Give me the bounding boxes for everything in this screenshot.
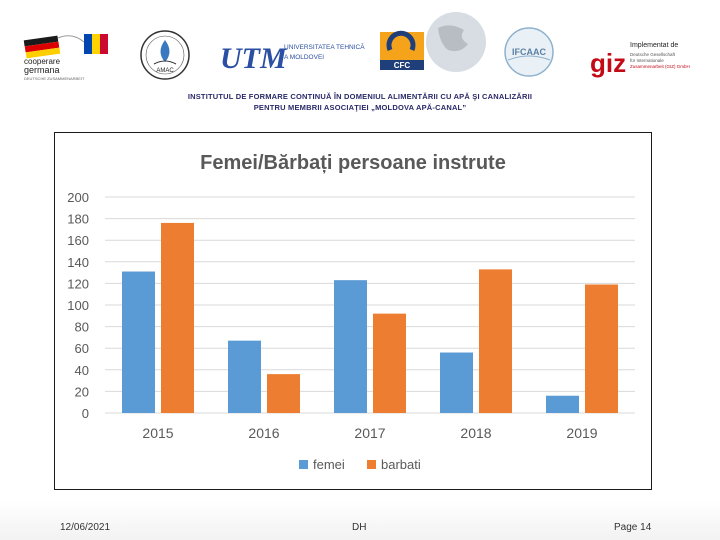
cfc-text: CFC (394, 61, 411, 70)
legend-label-barbati: barbati (381, 457, 421, 472)
giz-logo: Implementat de giz Deutsche Gesellschaft… (590, 42, 690, 78)
y-tick-label: 80 (75, 320, 89, 335)
bar-barbati-2018 (479, 269, 512, 413)
legend-label-femei: femei (313, 457, 345, 472)
y-tick-label: 100 (67, 298, 89, 313)
y-tick-label: 20 (75, 384, 89, 399)
legend-swatch-barbati (367, 460, 376, 469)
legend: femei barbati (299, 457, 421, 472)
x-tick-label: 2017 (354, 425, 385, 441)
cooperare-line1: cooperare (24, 57, 61, 66)
y-tick-label: 120 (67, 276, 89, 291)
y-tick-label: 180 (67, 212, 89, 227)
x-tick-label: 2015 (142, 425, 173, 441)
x-tick-label: 2019 (566, 425, 597, 441)
giz-implemented-by: Implementat de (630, 42, 678, 49)
y-tick-label: 60 (75, 341, 89, 356)
bar-femei-2017 (334, 280, 367, 413)
y-axis-ticks: 0 20 40 60 80 100 120 140 160 180 200 (67, 190, 89, 421)
bar-barbati-2019 (585, 284, 618, 413)
slide-bottom-band (0, 500, 720, 540)
bar-femei-2015 (122, 271, 155, 413)
bars (122, 222, 618, 413)
footer-page: Page 14 (614, 522, 652, 533)
bar-chart: Femei/Bărbați persoane instrute 0 20 40 60 8… (67, 152, 635, 472)
bar-barbati-2015 (161, 222, 194, 413)
chart-title: Femei/Bărbați persoane instrute (200, 152, 506, 174)
institute-title-line2: PENTRU MEMBRII ASOCIAŢIEI „MOLDOVA APĂ-C… (253, 103, 467, 112)
bar-femei-2018 (440, 352, 473, 413)
chart-frame: Femei/Bărbați persoane instrute 0 20 40 60 8… (54, 132, 652, 490)
x-tick-label: 2018 (460, 425, 491, 441)
bar-barbati-2017 (373, 313, 406, 413)
utm-logo: UTM UNIVERSITATEA TEHNICĂ A MOLDOVEI (220, 42, 365, 75)
logos-row: cooperare germana DEUTSCHE ZUSAMMENARBEI… (0, 0, 720, 90)
utm-name-line1: UNIVERSITATEA TEHNICĂ (284, 42, 365, 51)
bar-femei-2016 (228, 340, 261, 413)
x-axis-ticks: 2015 2016 2017 2018 2019 (142, 425, 597, 441)
institute-title-line1: INSTITUTUL DE FORMARE CONTINUĂ ÎN DOMENI… (187, 92, 533, 101)
y-tick-label: 200 (67, 190, 89, 205)
cooperare-line2: germana (24, 65, 60, 75)
legend-swatch-femei (299, 460, 308, 469)
cooperare-line3: DEUTSCHE ZUSAMMENARBEIT (24, 76, 85, 81)
cooperare-germana-logo: cooperare germana DEUTSCHE ZUSAMMENARBEI… (23, 34, 108, 81)
bar-barbati-2016 (267, 374, 300, 413)
cfc-logo: CFC (380, 12, 486, 72)
y-tick-label: 0 (82, 406, 89, 421)
footer-date: 12/06/2021 (60, 522, 111, 533)
amac-logo: AMAC (140, 30, 190, 80)
y-tick-label: 40 (75, 363, 89, 378)
y-tick-label: 160 (67, 233, 89, 248)
footer-author: DH (352, 522, 367, 533)
utm-mark: UTM (220, 42, 288, 75)
utm-name-line2: A MOLDOVEI (284, 54, 324, 61)
giz-mark: giz (590, 48, 626, 78)
y-tick-label: 140 (67, 255, 89, 270)
x-tick-label: 2016 (248, 425, 279, 441)
giz-line1: Deutsche Gesellschaft (630, 52, 676, 57)
bar-femei-2019 (546, 395, 579, 413)
giz-line3: Zusammenarbeit (GIZ) GmbH (630, 64, 690, 69)
ifcaac-logo: IFCAAC (504, 27, 554, 77)
amac-text: AMAC (156, 68, 174, 74)
ifcaac-text: IFCAAC (512, 47, 546, 57)
giz-line2: für Internationale (630, 58, 664, 63)
